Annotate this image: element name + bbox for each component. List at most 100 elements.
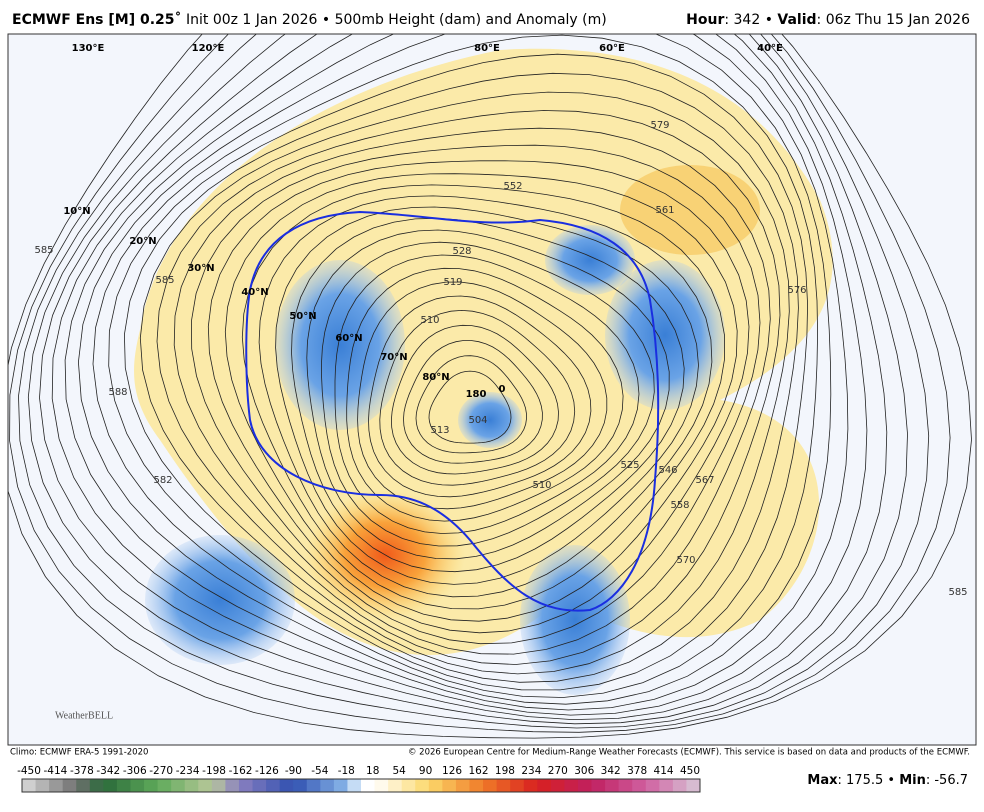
colorbar-label: 342 [601, 765, 621, 777]
latitude-label: 20°N [129, 236, 156, 247]
contour [321, 241, 655, 547]
colorbar-segment [374, 779, 389, 792]
header-right: Hour: 342 • Valid: 06z Thu 15 Jan 2026 [686, 12, 970, 28]
colorbar-label: -162 [229, 765, 253, 777]
hour-label: Hour [686, 12, 724, 28]
contour-label: 576 [787, 285, 806, 296]
negative-anomaly [520, 545, 630, 695]
contour-label: 528 [452, 246, 471, 257]
climo: Climo: ECMWF ERA-5 1991-2020 [10, 748, 148, 758]
colorbar-segment [116, 779, 131, 792]
colorbar-segment [510, 779, 525, 792]
contour [357, 281, 608, 510]
latitude-label: 30°N [187, 263, 214, 274]
colorbar-segment [605, 779, 620, 792]
valid-label: Valid [777, 12, 816, 28]
colorbar-segment [198, 779, 213, 792]
contour [415, 355, 527, 454]
colorbar-segment [632, 779, 647, 792]
negative-anomaly [145, 535, 295, 665]
model: ECMWF Ens [M] 0.25˚ [12, 11, 182, 28]
colorbar-label: 234 [521, 765, 541, 777]
colorbar-segment [442, 779, 457, 792]
latitude-label: 40°N [241, 287, 268, 298]
contour [27, 34, 908, 725]
colorbar-segment [428, 779, 443, 792]
colorbar-segment [62, 779, 77, 792]
colorbar-segment [496, 779, 511, 792]
colorbar-label: -270 [149, 765, 173, 777]
colorbar-label: -414 [44, 765, 68, 777]
colorbar-frame [21, 778, 701, 793]
contour [291, 217, 685, 573]
colorbar-segment [238, 779, 254, 792]
contour [51, 34, 868, 716]
colorbar-label: -126 [255, 765, 279, 777]
colorbar-label: 198 [495, 765, 515, 777]
max: : 175.5 • [838, 773, 900, 788]
contour-label: 510 [532, 480, 551, 491]
colorbar-label: -306 [123, 765, 147, 777]
logo: WeatherBELL [55, 710, 113, 721]
longitude-label: 40°E [757, 43, 783, 54]
contour-label: 582 [153, 475, 172, 486]
contour [123, 72, 799, 683]
map-frame [7, 33, 977, 746]
contour [64, 34, 849, 711]
colorbar-label: -234 [176, 765, 200, 777]
colorbar-label: -342 [96, 765, 120, 777]
contour-label: 558 [670, 500, 689, 511]
colorbar-label: -90 [285, 765, 302, 777]
contour [258, 195, 713, 598]
colorbar-label: 126 [442, 765, 462, 777]
colorbar-label: -450 [17, 765, 41, 777]
contour [190, 144, 761, 645]
longitude-label: 60°E [599, 43, 625, 54]
colorbar-segment [76, 779, 91, 792]
colorbar-label: 306 [574, 765, 594, 777]
colorbar-segment [455, 779, 470, 792]
contour-label: 585 [155, 275, 174, 286]
colorbar-segment [483, 779, 498, 792]
min: : -56.7 [926, 773, 968, 788]
contour-label: 504 [468, 415, 487, 426]
contour [139, 91, 790, 675]
colorbar-segment [523, 779, 538, 792]
longitude-label: 130°E [72, 43, 105, 54]
longitude-label: 180 [466, 389, 487, 400]
copyright: © 2026 European Centre for Medium-Range … [408, 748, 970, 758]
colorbar-segment [49, 779, 64, 792]
colorbar-segment [333, 779, 348, 792]
latitude-label: 70°N [380, 352, 407, 363]
colorbar-label: 162 [468, 765, 488, 777]
colorbar-segment [564, 779, 579, 792]
colorbar-segment [645, 779, 660, 792]
header-left: ECMWF Ens [M] 0.25˚ Init 00z 1 Jan 2026 … [12, 11, 607, 28]
contour [368, 295, 592, 498]
contour [108, 53, 809, 691]
contour [156, 110, 781, 665]
contour [346, 267, 624, 522]
colorbar-segment [361, 779, 376, 792]
colorbar-segment [401, 779, 416, 792]
longitude-label: 120°E [192, 43, 225, 54]
colorbar-segment [550, 779, 565, 792]
contour-label: 570 [676, 555, 695, 566]
min-label: Min [899, 773, 926, 788]
map-labels: 10°N 20°N 30°N 40°N 50°N 60°N 70°N 80°N 180 0 120°… [34, 43, 967, 598]
colorbar-segment [672, 779, 687, 792]
colorbar-label: 378 [627, 765, 647, 777]
colorbar-label: 90 [419, 765, 432, 777]
colorbar-label: 450 [680, 765, 700, 777]
colorbar-segment [306, 779, 321, 792]
colorbar-segment [388, 779, 403, 792]
latitude-label: 50°N [289, 311, 316, 322]
colorbar-segment [415, 779, 430, 792]
contour [390, 324, 559, 475]
negative-anomaly [605, 260, 725, 410]
contour-label: 585 [34, 245, 53, 256]
colorbar-segment [293, 779, 308, 792]
contour-label: 561 [655, 205, 674, 216]
